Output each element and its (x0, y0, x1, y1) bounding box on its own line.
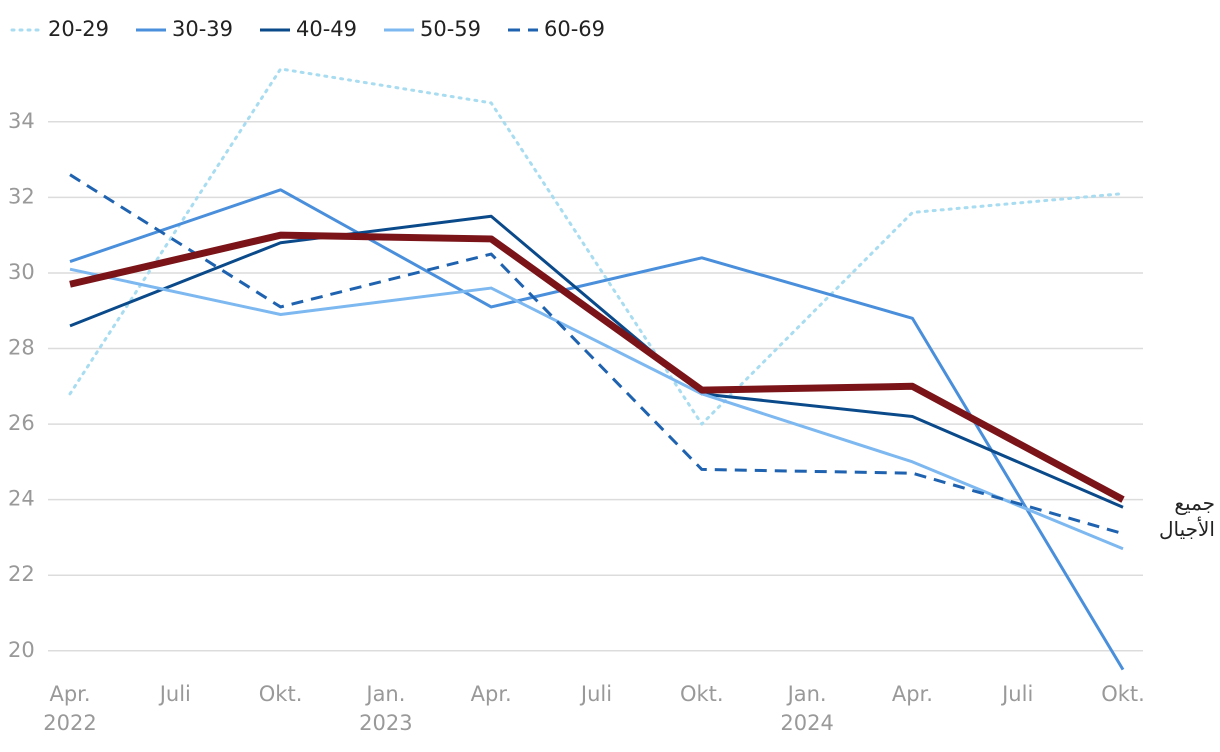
legend-label: 30-39 (172, 17, 233, 41)
series-line (69, 173, 1124, 536)
x-year-label: 2023 (359, 711, 412, 735)
y-tick-label: 34 (8, 109, 35, 133)
end-label: جميع الأجيال (1159, 491, 1215, 541)
series-line (69, 214, 1124, 509)
x-tick-label: Okt. (680, 682, 724, 706)
y-tick-label: 24 (8, 487, 35, 511)
x-tick-label: Apr. (892, 682, 933, 706)
series-line (68, 67, 1125, 426)
x-tick-label: Apr. (471, 682, 512, 706)
x-year-label: 2022 (43, 711, 96, 735)
y-tick-label: 22 (8, 562, 35, 586)
x-tick-label: Apr. (49, 682, 90, 706)
y-tick-label: 32 (8, 184, 35, 208)
x-tick-label: Juli (579, 682, 612, 706)
series-line (69, 231, 1125, 503)
y-tick-label: 28 (8, 336, 35, 360)
series-line (69, 188, 1125, 671)
x-tick-label: Juli (1000, 682, 1033, 706)
y-tick-label: 20 (8, 638, 35, 662)
y-tick-label: 30 (8, 260, 35, 284)
series-line (69, 267, 1124, 551)
x-year-label: 2024 (780, 711, 833, 735)
x-tick-label: Okt. (1101, 682, 1145, 706)
x-tick-label: Jan. (786, 682, 827, 706)
x-tick-label: Okt. (259, 682, 303, 706)
legend-label: 40-49 (296, 17, 357, 41)
legend-label: 60-69 (544, 17, 605, 41)
legend-label: 50-59 (420, 17, 481, 41)
y-tick-label: 26 (8, 411, 35, 435)
legend-label: 20-29 (48, 17, 109, 41)
x-tick-label: Jan. (364, 682, 405, 706)
x-tick-label: Juli (158, 682, 191, 706)
